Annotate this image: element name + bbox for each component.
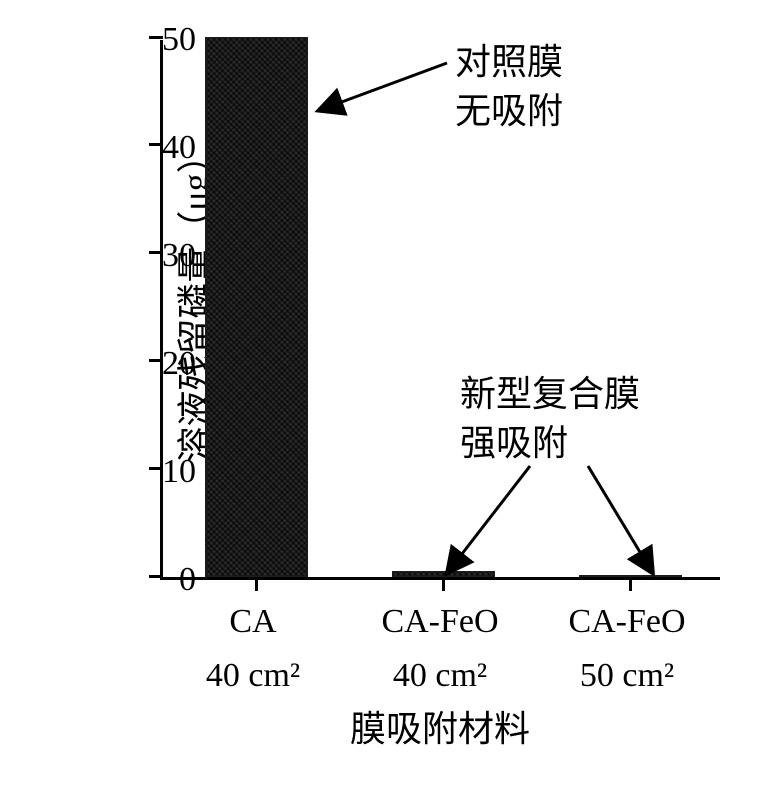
y-tick [149,359,163,362]
x-axis-title: 膜吸附材料 [160,700,720,752]
annotation-control: 对照膜 无吸附 [455,38,563,135]
x-cat-line2: 40 cm² [158,654,348,698]
x-cat-line1: CA [158,600,348,644]
y-tick [149,467,163,470]
y-tick [149,251,163,254]
x-cat-line2: 50 cm² [532,654,722,698]
annotation-line: 无吸附 [455,87,563,136]
x-category-label: CA-FeO 50 cm² [532,600,722,698]
x-category-label: CA-FeO 40 cm² [345,600,535,698]
arrow-icon [312,55,452,125]
annotation-line: 对照膜 [455,38,563,87]
annotation-composite: 新型复合膜 强吸附 [460,370,640,467]
x-cat-line2: 40 cm² [345,654,535,698]
x-cat-line1: CA-FeO [532,600,722,644]
x-cat-line1: CA-FeO [345,600,535,644]
y-tick [149,143,163,146]
x-category-label: CA 40 cm² [158,600,348,698]
bar-chart: 溶液残留磷量（μg） 0 10 20 30 40 50 CA 40 cm² CA… [0,0,780,787]
x-tick [255,577,258,591]
arrow-icon [582,460,672,580]
y-tick [149,36,163,39]
annotation-line: 新型复合膜 [460,370,640,419]
arrow-icon [440,460,540,580]
bar-ca [205,37,308,577]
y-tick [149,575,163,578]
